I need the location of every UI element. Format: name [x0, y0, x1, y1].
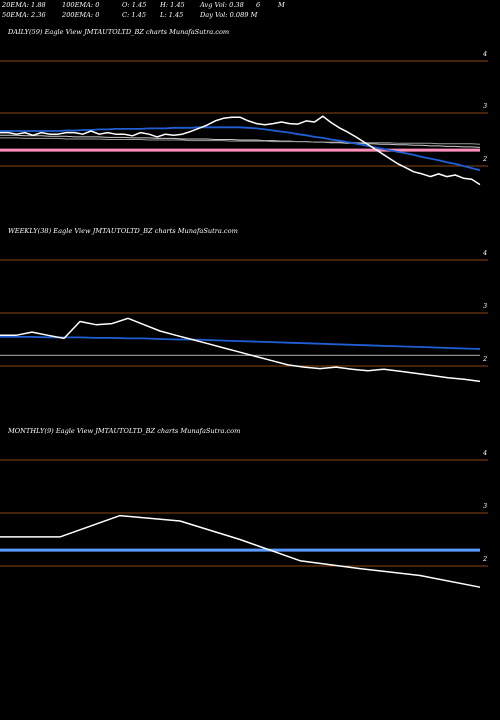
y-tick-label: 3 [483, 502, 487, 510]
price-line [0, 317, 481, 383]
header: 20EMA: 1.88 100EMA: 0 O: 1.45 H: 1.45 Avg Vo… [1, 1, 285, 19]
chart-panel: DAILY(59) Eagle View JMTAUTOLTD_BZ chart… [0, 28, 488, 186]
y-tick-label: 3 [483, 102, 487, 110]
header-stat: O: 1.45 [122, 1, 146, 9]
ema200-line [0, 137, 481, 145]
header-stat: 100EMA: 0 [62, 1, 99, 9]
y-tick-label: 4 [482, 449, 487, 457]
y-tick-label: 4 [482, 249, 487, 257]
header-stat: Avg Vol: 0.38 [199, 1, 244, 9]
ema50-line [0, 134, 481, 148]
ema-line [0, 335, 481, 350]
chart-panels: DAILY(59) Eagle View JMTAUTOLTD_BZ chart… [0, 28, 488, 588]
header-stat: M [277, 1, 285, 9]
header-stat: H: 1.45 [159, 1, 185, 9]
y-tick-label: 4 [482, 50, 487, 58]
price-line [0, 115, 481, 186]
header-stat: Day Vol: 0.089 M [199, 11, 258, 19]
panel-title: MONTHLY(9) Eagle View JMTAUTOLTD_BZ char… [7, 427, 240, 435]
y-tick-label: 2 [482, 555, 487, 563]
header-stat: 6 [256, 1, 260, 9]
header-stat: 50EMA: 2.36 [2, 11, 46, 19]
chart-panel: MONTHLY(9) Eagle View JMTAUTOLTD_BZ char… [0, 427, 488, 588]
header-stat: 20EMA: 1.88 [1, 1, 46, 9]
header-stat: C: 1.45 [122, 11, 146, 19]
y-tick-label: 3 [483, 302, 487, 310]
ema-line [0, 126, 481, 172]
price-line [0, 514, 481, 588]
panel-title: WEEKLY(38) Eagle View JMTAUTOLTD_BZ char… [8, 227, 238, 235]
header-stat: L: 1.45 [159, 11, 183, 19]
panel-title: DAILY(59) Eagle View JMTAUTOLTD_BZ chart… [7, 28, 229, 36]
header-stat: 200EMA: 0 [61, 11, 99, 19]
chart-panel: WEEKLY(38) Eagle View JMTAUTOLTD_BZ char… [0, 227, 488, 383]
y-tick-label: 2 [482, 355, 487, 363]
y-tick-label: 2 [482, 155, 487, 163]
